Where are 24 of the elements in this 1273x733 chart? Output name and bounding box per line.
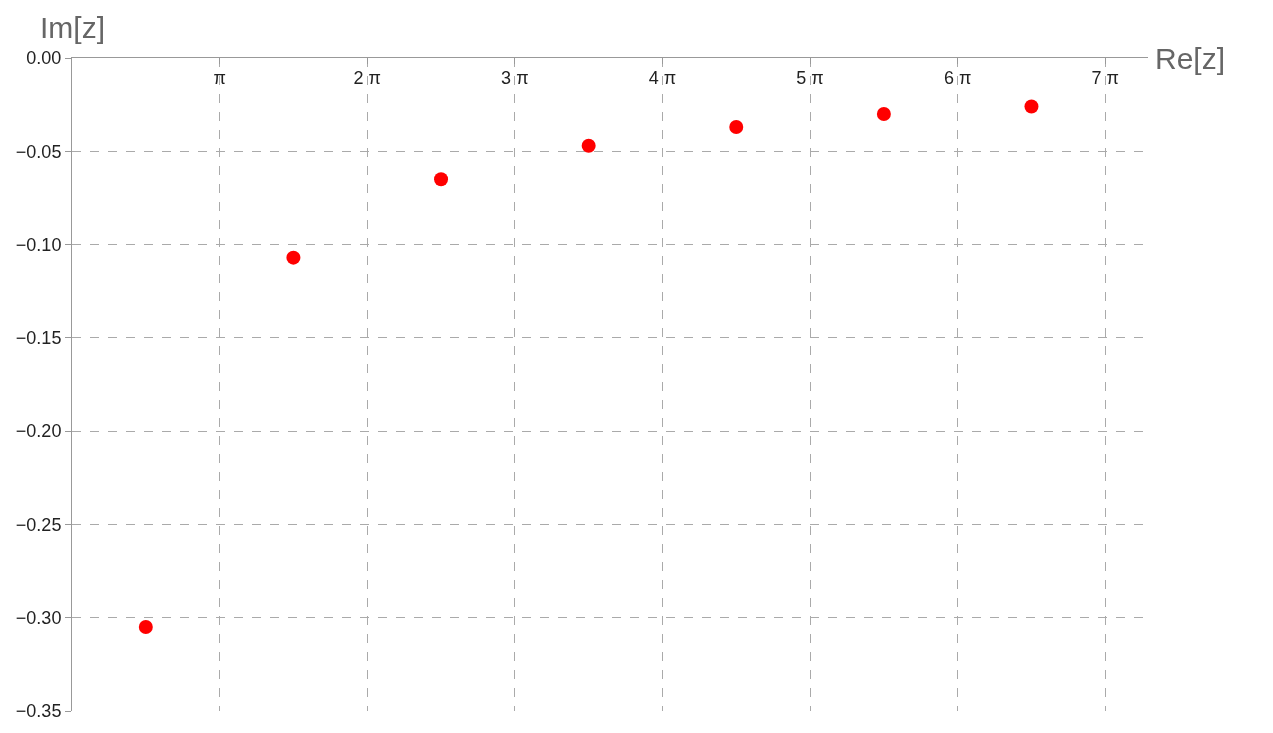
point [1024,99,1039,114]
point [581,138,596,153]
point [876,106,891,121]
y-tick-label: −0.20 [15,421,62,442]
y-tick-label: −0.05 [15,141,62,162]
point [286,250,301,265]
point [434,172,449,187]
x-tick-label: 5 π [796,67,824,88]
y-tick-label: −0.25 [15,514,62,535]
y-tick-label: −0.30 [15,608,62,629]
y-tick-label: −0.15 [15,328,62,349]
y-axis-title: Im[z] [40,11,105,44]
x-axis-title: Re[z] [1155,42,1226,75]
y-tick-label: −0.35 [15,701,62,722]
x-tick-label: 7 π [1091,67,1120,88]
y-tick-label: 0.00 [26,48,62,69]
point [729,120,744,135]
x-tick-label: 3 π [501,67,529,88]
point [138,620,153,635]
y-tick-label: −0.10 [15,234,62,255]
x-tick-label: 2 π [353,67,381,88]
x-tick-label: 6 π [943,67,972,88]
x-tick-label: π [213,67,226,88]
x-tick-label: 4 π [648,67,677,88]
